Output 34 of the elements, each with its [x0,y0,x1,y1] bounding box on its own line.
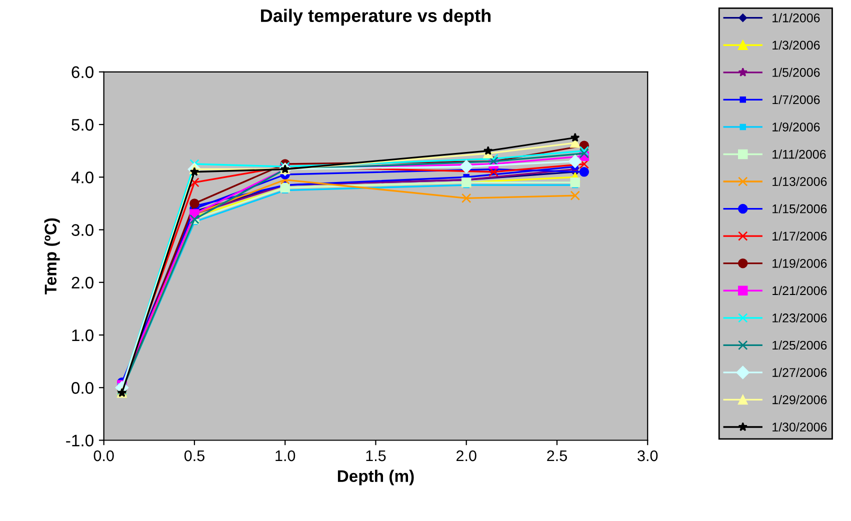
legend-label: 1/3/2006 [772,40,820,50]
legend-label: 1/23/2006 [772,313,827,322]
y-tick-label: 3.0 [72,224,94,236]
legend-label: 1/11/2006 [772,150,826,159]
x-axis-title: Depth (m) [338,470,414,486]
chart-title: Daily temperature vs depth [261,8,490,26]
legend-label: 1/21/2006 [772,286,827,296]
legend-label: 1/7/2006 [772,94,820,104]
x-tick-label: 1.0 [276,450,296,462]
legend-label: 1/15/2006 [772,204,827,214]
legend-label: 1/13/2006 [772,176,827,186]
y-tick-label: 0.0 [72,382,94,394]
x-tick-label: 2.5 [547,450,567,462]
y-tick-label: 6.0 [72,66,94,78]
legend-label: 1/5/2006 [772,68,820,77]
legend-label: 1/17/2006 [772,231,827,241]
legend-label: 1/9/2006 [772,122,820,132]
legend-label: 1/27/2006 [772,368,827,377]
x-tick-label: 3.0 [638,450,658,462]
x-tick-label: 0.0 [94,450,114,462]
legend-label: 1/1/2006 [772,13,820,22]
legend-label: 1/25/2006 [772,340,827,350]
y-tick-label: -1.0 [66,434,94,446]
y-tick-label: 1.0 [72,329,94,342]
legend-label: 1/30/2006 [772,422,827,432]
y-tick-label: 5.0 [72,118,94,131]
y-axis-title: Temp (ºC) [44,218,60,294]
y-tick-label: 2.0 [72,276,94,289]
x-tick-label: 0.5 [184,450,204,462]
x-tick-label: 1.5 [366,450,386,462]
legend-label: 1/29/2006 [772,395,827,404]
legend-label: 1/19/2006 [772,258,827,268]
x-tick-label: 2.0 [456,450,476,462]
y-tick-label: 4.0 [71,172,94,184]
